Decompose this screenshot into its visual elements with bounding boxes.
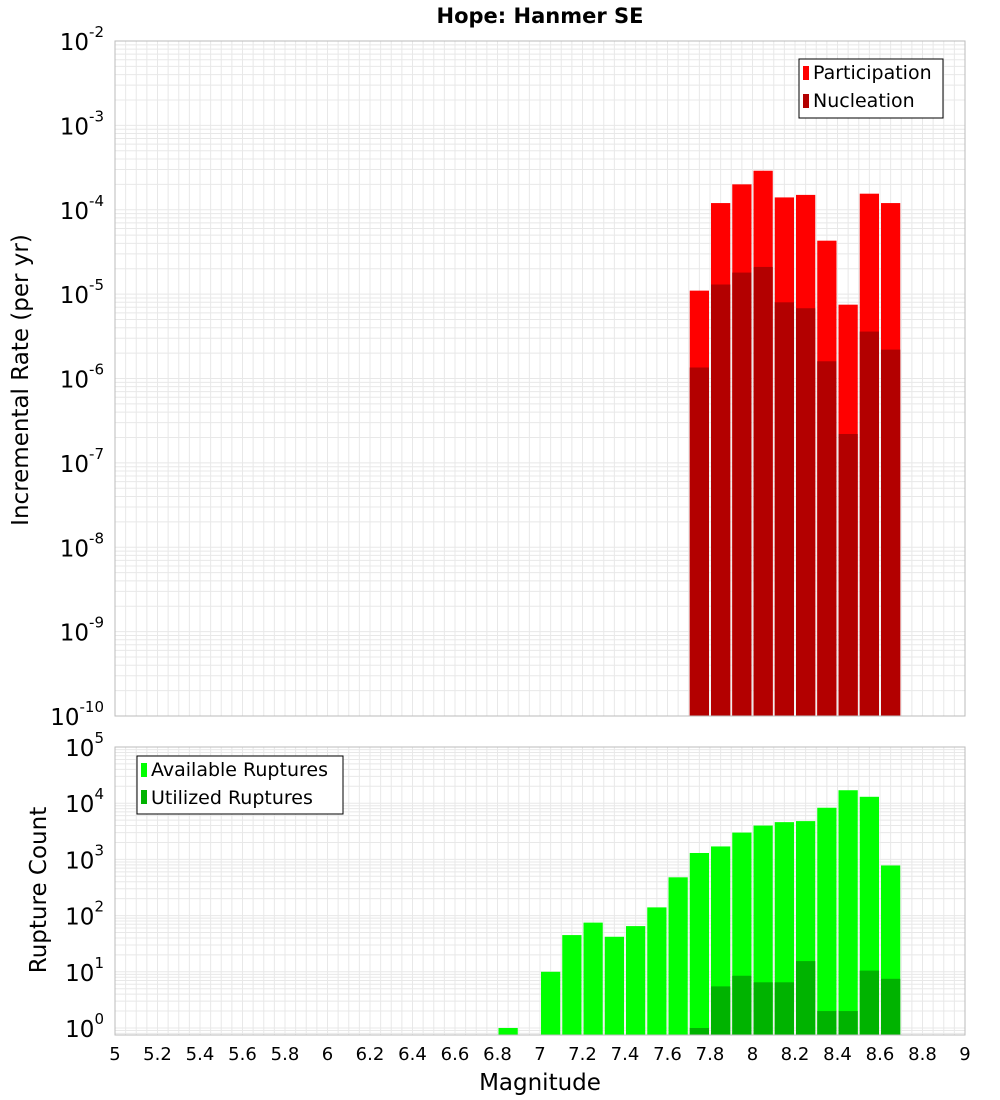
x-axis-label: Magnitude bbox=[479, 1070, 601, 1096]
count-y-ticks: 100 101 102 103 104 105 bbox=[65, 729, 104, 1043]
rate-y-ticks: 10-10 10-9 10-8 10-7 10-6 10-5 10-4 10-3 10-2 bbox=[50, 23, 104, 731]
chart-title: Hope: Hanmer SE bbox=[437, 4, 644, 28]
bar bbox=[711, 284, 731, 716]
x-tick-label: 8.8 bbox=[908, 1044, 937, 1065]
y-tick-label: 102 bbox=[65, 898, 104, 931]
x-tick-label: 7.8 bbox=[696, 1044, 725, 1065]
y-tick-label: 10-2 bbox=[60, 23, 104, 56]
x-tick-label: 6.2 bbox=[356, 1044, 385, 1065]
count-plot-border bbox=[114, 746, 966, 1036]
bar bbox=[689, 1027, 709, 1035]
bar bbox=[838, 1011, 858, 1035]
y-tick-label: 10-5 bbox=[60, 276, 104, 309]
y-tick-label: 100 bbox=[65, 1010, 104, 1043]
x-tick-label: 7.4 bbox=[611, 1044, 640, 1065]
bar bbox=[838, 790, 858, 1035]
x-tick-label: 6.6 bbox=[441, 1044, 470, 1065]
y-tick-label: 10-9 bbox=[60, 614, 104, 647]
x-tick-label: 5 bbox=[109, 1044, 120, 1065]
rupture-legend: Available Ruptures Utilized Ruptures bbox=[136, 755, 344, 815]
x-tick-label: 8.6 bbox=[866, 1044, 895, 1065]
bar bbox=[859, 331, 879, 716]
x-tick-label: 8.2 bbox=[781, 1044, 810, 1065]
x-ticks: 5 5.2 5.4 5.6 5.8 6 6.2 6.4 6.6 6.8 7 7.2 7.4 7.6 7.8 8… bbox=[109, 1044, 970, 1065]
y-tick-label: 10-6 bbox=[60, 361, 104, 394]
y-tick-label: 105 bbox=[65, 729, 104, 762]
rate-series-secondary bbox=[689, 266, 901, 716]
x-tick-label: 5.8 bbox=[271, 1044, 300, 1065]
bar bbox=[774, 982, 794, 1035]
bar bbox=[541, 971, 561, 1035]
x-tick-label: 8.4 bbox=[823, 1044, 852, 1065]
x-tick-label: 5.2 bbox=[143, 1044, 172, 1065]
bar bbox=[774, 302, 794, 716]
x-tick-label: 7 bbox=[534, 1044, 545, 1065]
bar bbox=[753, 266, 773, 716]
available-ruptures-legend-label: Available Ruptures bbox=[151, 759, 328, 781]
x-tick-label: 5.6 bbox=[228, 1044, 257, 1065]
bar bbox=[711, 986, 731, 1035]
count-series-secondary bbox=[689, 961, 901, 1035]
nucleation-legend-swatch bbox=[803, 94, 809, 108]
bar bbox=[859, 970, 879, 1035]
rate-grid bbox=[114, 41, 966, 717]
x-tick-label: 6.8 bbox=[483, 1044, 512, 1065]
participation-legend-label: Participation bbox=[813, 62, 932, 84]
bar bbox=[689, 367, 709, 716]
y-tick-label: 10-3 bbox=[60, 107, 104, 140]
bar bbox=[604, 936, 624, 1035]
available-ruptures-legend-swatch bbox=[141, 763, 147, 777]
bar bbox=[881, 978, 901, 1035]
rate-legend: Participation Nucleation bbox=[798, 58, 944, 119]
bar bbox=[881, 349, 901, 716]
y-tick-label: 10-7 bbox=[60, 445, 104, 478]
bar bbox=[732, 975, 752, 1035]
nucleation-legend-label: Nucleation bbox=[813, 90, 915, 112]
x-tick-label: 7.2 bbox=[568, 1044, 597, 1065]
x-tick-label: 9 bbox=[959, 1044, 970, 1065]
bar bbox=[689, 852, 709, 1035]
bar bbox=[668, 877, 688, 1035]
bar bbox=[647, 907, 667, 1035]
y-tick-label: 10-10 bbox=[50, 698, 104, 731]
y-tick-label: 101 bbox=[65, 954, 104, 987]
x-tick-label: 8 bbox=[747, 1044, 758, 1065]
x-tick-label: 6.4 bbox=[398, 1044, 427, 1065]
y-tick-label: 10-8 bbox=[60, 529, 104, 562]
y-tick-label: 10-4 bbox=[60, 192, 104, 225]
bar bbox=[796, 961, 816, 1035]
bar bbox=[732, 272, 752, 716]
y-tick-label: 103 bbox=[65, 841, 104, 874]
bar bbox=[626, 926, 646, 1035]
bottom-y-axis-label: Rupture Count bbox=[26, 807, 52, 973]
bar bbox=[817, 361, 837, 716]
x-tick-label: 5.4 bbox=[186, 1044, 215, 1065]
bar bbox=[817, 1011, 837, 1035]
bar bbox=[562, 935, 582, 1035]
y-tick-label: 104 bbox=[65, 785, 104, 818]
bar bbox=[838, 433, 858, 716]
bar bbox=[753, 982, 773, 1035]
bar bbox=[817, 807, 837, 1035]
rate-plot-border bbox=[114, 40, 966, 717]
utilized-ruptures-legend-swatch bbox=[141, 790, 147, 804]
x-tick-label: 7.6 bbox=[653, 1044, 682, 1065]
bar bbox=[498, 1027, 518, 1035]
participation-legend-swatch bbox=[803, 66, 809, 80]
x-tick-label: 6 bbox=[322, 1044, 333, 1065]
utilized-ruptures-legend-label: Utilized Ruptures bbox=[151, 787, 313, 809]
bar bbox=[583, 922, 603, 1035]
bar bbox=[796, 308, 816, 716]
top-y-axis-label: Incremental Rate (per yr) bbox=[8, 234, 34, 526]
bar bbox=[774, 822, 794, 1035]
rate-plot: 10-10 10-9 10-8 10-7 10-6 10-5 10-4 10-3 10-2 bbox=[50, 23, 966, 731]
